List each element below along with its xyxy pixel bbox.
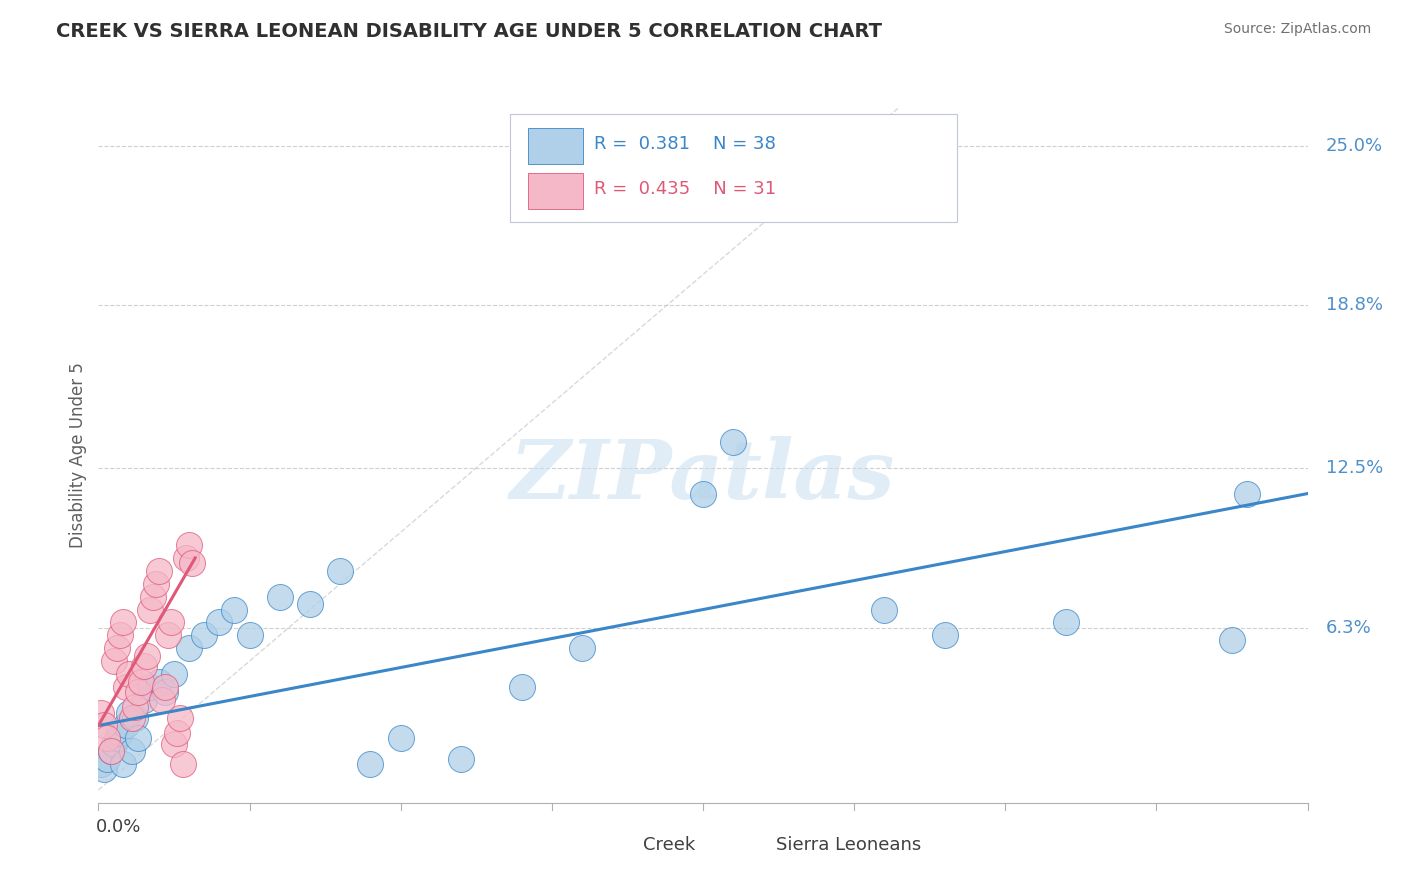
FancyBboxPatch shape — [509, 114, 957, 222]
Point — [121, 711, 143, 725]
Point — [103, 654, 125, 668]
Point — [153, 680, 176, 694]
Point — [148, 674, 170, 689]
Point — [163, 737, 186, 751]
Point — [193, 628, 215, 642]
Point — [148, 564, 170, 578]
Point — [208, 615, 231, 630]
Point — [93, 718, 115, 732]
Point — [108, 726, 131, 740]
Text: Creek: Creek — [643, 836, 695, 854]
Point — [389, 731, 412, 746]
Point — [108, 628, 131, 642]
Point — [360, 757, 382, 772]
Text: R =  0.381    N = 38: R = 0.381 N = 38 — [595, 135, 776, 153]
Point — [172, 757, 194, 772]
Point — [105, 641, 128, 656]
Point — [160, 615, 183, 630]
Text: 0.0%: 0.0% — [96, 818, 141, 836]
Text: 12.5%: 12.5% — [1326, 458, 1384, 477]
Point — [510, 680, 533, 694]
Point — [132, 659, 155, 673]
Text: 18.8%: 18.8% — [1326, 296, 1382, 315]
Point — [174, 551, 197, 566]
Point — [299, 598, 322, 612]
Point — [114, 718, 136, 732]
Point — [135, 648, 157, 663]
Point — [692, 486, 714, 500]
Point — [127, 731, 149, 746]
Point — [90, 757, 112, 772]
Point — [118, 667, 141, 681]
Point — [96, 731, 118, 746]
Point — [269, 590, 291, 604]
Text: 25.0%: 25.0% — [1326, 136, 1384, 154]
Point — [224, 602, 246, 616]
Point — [142, 590, 165, 604]
Point — [177, 641, 201, 656]
Point — [132, 692, 155, 706]
Point — [177, 538, 201, 552]
Point — [934, 628, 956, 642]
Point — [100, 744, 122, 758]
Point — [111, 757, 134, 772]
Point — [450, 752, 472, 766]
Text: R =  0.435    N = 31: R = 0.435 N = 31 — [595, 180, 776, 198]
Point — [873, 602, 896, 616]
Point — [124, 700, 146, 714]
Point — [96, 752, 118, 766]
Point — [124, 711, 146, 725]
Text: CREEK VS SIERRA LEONEAN DISABILITY AGE UNDER 5 CORRELATION CHART: CREEK VS SIERRA LEONEAN DISABILITY AGE U… — [56, 22, 882, 41]
Point — [1054, 615, 1077, 630]
Point — [103, 737, 125, 751]
Text: Source: ZipAtlas.com: Source: ZipAtlas.com — [1223, 22, 1371, 37]
Point — [118, 706, 141, 720]
Text: Sierra Leoneans: Sierra Leoneans — [776, 836, 921, 854]
Point — [153, 685, 176, 699]
Point — [150, 692, 173, 706]
Point — [127, 685, 149, 699]
Point — [1220, 633, 1243, 648]
Point — [121, 744, 143, 758]
FancyBboxPatch shape — [527, 173, 583, 210]
Text: 6.3%: 6.3% — [1326, 618, 1371, 637]
Point — [721, 435, 744, 450]
FancyBboxPatch shape — [718, 827, 769, 863]
FancyBboxPatch shape — [527, 128, 583, 164]
Point — [156, 628, 179, 642]
Point — [129, 674, 152, 689]
Point — [100, 744, 122, 758]
Point — [105, 731, 128, 746]
Point — [169, 711, 191, 725]
Point — [145, 576, 167, 591]
Point — [163, 667, 186, 681]
Point — [239, 628, 262, 642]
FancyBboxPatch shape — [586, 827, 637, 863]
Point — [329, 564, 352, 578]
Point — [111, 615, 134, 630]
Point — [1236, 486, 1258, 500]
Point — [181, 556, 204, 570]
Point — [114, 680, 136, 694]
Point — [166, 726, 188, 740]
Point — [139, 602, 162, 616]
Point — [90, 706, 112, 720]
Point — [571, 641, 593, 656]
Point — [139, 680, 162, 694]
Text: ZIPatlas: ZIPatlas — [510, 436, 896, 516]
Y-axis label: Disability Age Under 5: Disability Age Under 5 — [69, 362, 87, 548]
Point — [93, 762, 115, 776]
